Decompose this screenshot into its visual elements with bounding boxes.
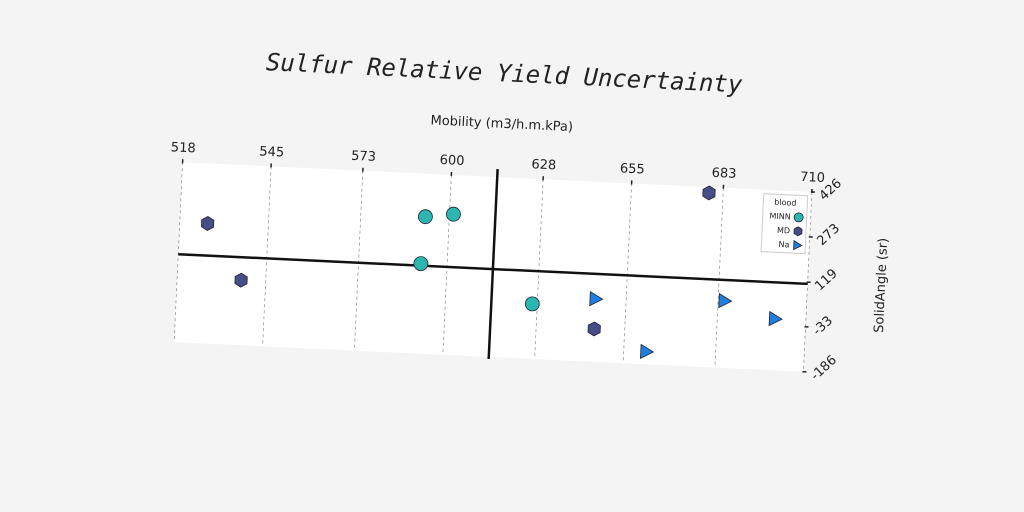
- legend-marker: [793, 239, 803, 251]
- grid-line: [173, 162, 183, 343]
- grid-line: [262, 166, 272, 347]
- legend-marker: [793, 212, 804, 223]
- point: [413, 256, 429, 271]
- y-tick-label: -186: [808, 353, 840, 384]
- x-tick-label: 518: [170, 140, 196, 156]
- x-tick-label: 655: [620, 161, 646, 177]
- legend-marker: [793, 226, 803, 237]
- point: [446, 206, 461, 222]
- legend-label: MINN: [769, 211, 791, 221]
- x-tick-label: 628: [531, 157, 557, 173]
- grid-line: [714, 187, 724, 368]
- point: [587, 321, 601, 337]
- point: [418, 209, 433, 225]
- point: [200, 216, 215, 231]
- x-tick-label: 600: [439, 153, 465, 169]
- x-tick-label: 573: [351, 149, 377, 165]
- chart-title: Sulfur Relative Yield Uncertainty: [265, 48, 743, 98]
- point: [718, 292, 733, 309]
- legend-box: [760, 193, 809, 255]
- y-axis-label: SolidAngle (sr): [872, 237, 891, 333]
- grid-line: [622, 183, 632, 364]
- grid-line: [354, 170, 364, 351]
- point: [234, 272, 248, 288]
- crosshair-h: [178, 252, 808, 286]
- crosshair-v: [487, 169, 499, 359]
- x-axis-label: Mobility (m3/h.m.kPa): [430, 113, 573, 135]
- point: [524, 296, 540, 312]
- point: [702, 185, 716, 201]
- y-tick-label: 119: [812, 266, 840, 294]
- point: [639, 343, 655, 360]
- grid-line: [534, 179, 544, 360]
- y-tick-label: -33: [810, 313, 836, 338]
- x-tick-label: 683: [711, 166, 737, 182]
- legend-title: blood: [774, 198, 797, 208]
- legend-label: Na: [778, 240, 789, 250]
- x-tick-label: 545: [259, 144, 285, 160]
- chart-body: Sulfur Relative Yield Uncertainty Mobili…: [170, 48, 891, 384]
- grid-line: [442, 174, 452, 355]
- point: [589, 290, 604, 307]
- x-tick-label: 710: [800, 170, 826, 186]
- y-tick-label: 273: [814, 221, 842, 249]
- point: [768, 310, 783, 327]
- legend-label: MD: [777, 226, 790, 236]
